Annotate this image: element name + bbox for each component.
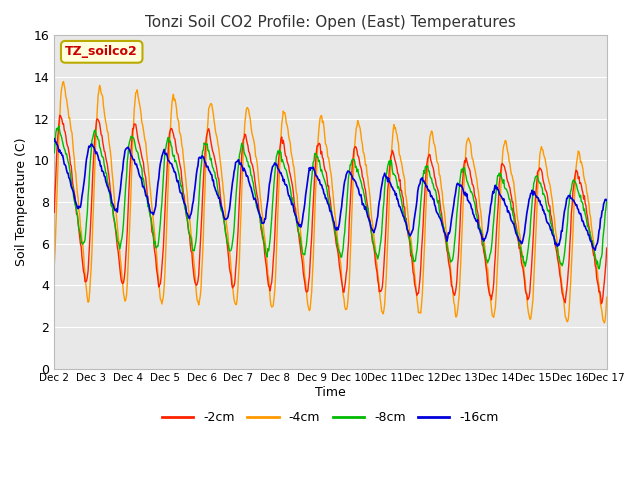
Title: Tonzi Soil CO2 Profile: Open (East) Temperatures: Tonzi Soil CO2 Profile: Open (East) Temp… <box>145 15 516 30</box>
X-axis label: Time: Time <box>315 386 346 399</box>
Y-axis label: Soil Temperature (C): Soil Temperature (C) <box>15 138 28 266</box>
Text: TZ_soilco2: TZ_soilco2 <box>65 45 138 59</box>
Legend: -2cm, -4cm, -8cm, -16cm: -2cm, -4cm, -8cm, -16cm <box>157 406 504 429</box>
